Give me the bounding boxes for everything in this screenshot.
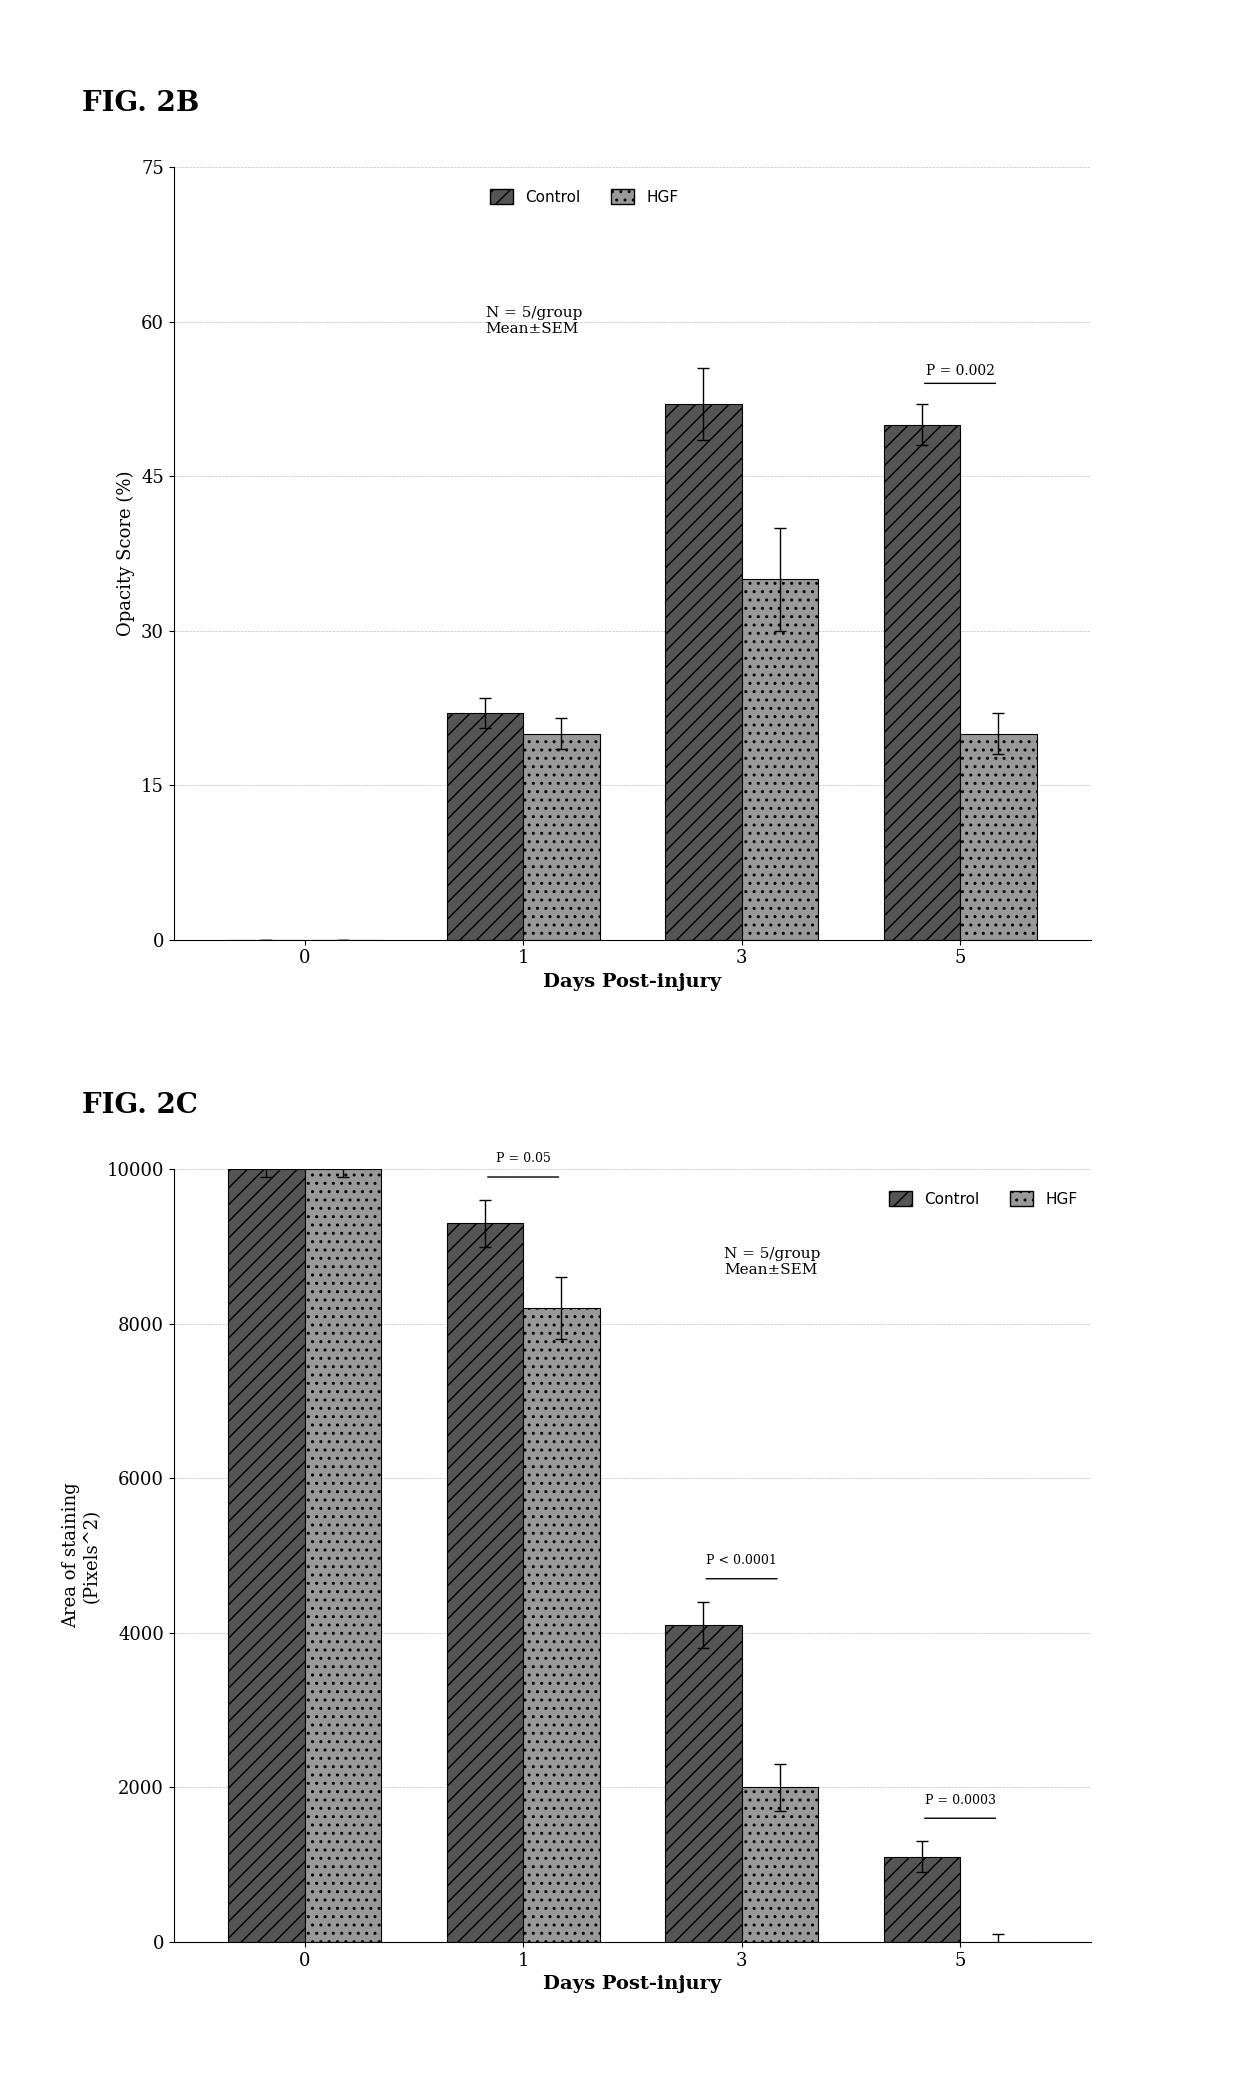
Legend: Control, HGF: Control, HGF [883,1184,1084,1213]
Y-axis label: Opacity Score (%): Opacity Score (%) [117,470,135,637]
Text: P < 0.0001: P < 0.0001 [707,1553,777,1568]
Bar [884,1856,960,1942]
Text: P = 0.0003: P = 0.0003 [925,1794,996,1806]
Bar [742,578,818,940]
Text: P = 0.002: P = 0.002 [926,363,994,378]
Text: N = 5/group
Mean±SEM: N = 5/group Mean±SEM [724,1247,821,1276]
Bar [523,1309,600,1942]
X-axis label: Days Post-injury: Days Post-injury [543,973,722,992]
Text: FIG. 2B: FIG. 2B [82,90,200,117]
Text: FIG. 2C: FIG. 2C [82,1092,197,1119]
Bar [884,424,960,940]
Bar [446,1224,523,1942]
Legend: Control, HGF: Control, HGF [484,182,684,211]
Bar [228,1169,305,1942]
Text: P = 0.05: P = 0.05 [496,1153,551,1165]
Bar [960,733,1037,940]
Y-axis label: Area of staining
(Pixels^2): Area of staining (Pixels^2) [62,1482,100,1629]
Bar [665,403,742,940]
Bar [523,733,600,940]
Text: N = 5/group
Mean±SEM: N = 5/group Mean±SEM [486,307,582,336]
Bar [742,1787,818,1942]
Bar [305,1169,381,1942]
Bar [665,1624,742,1942]
X-axis label: Days Post-injury: Days Post-injury [543,1975,722,1994]
Bar [446,712,523,940]
